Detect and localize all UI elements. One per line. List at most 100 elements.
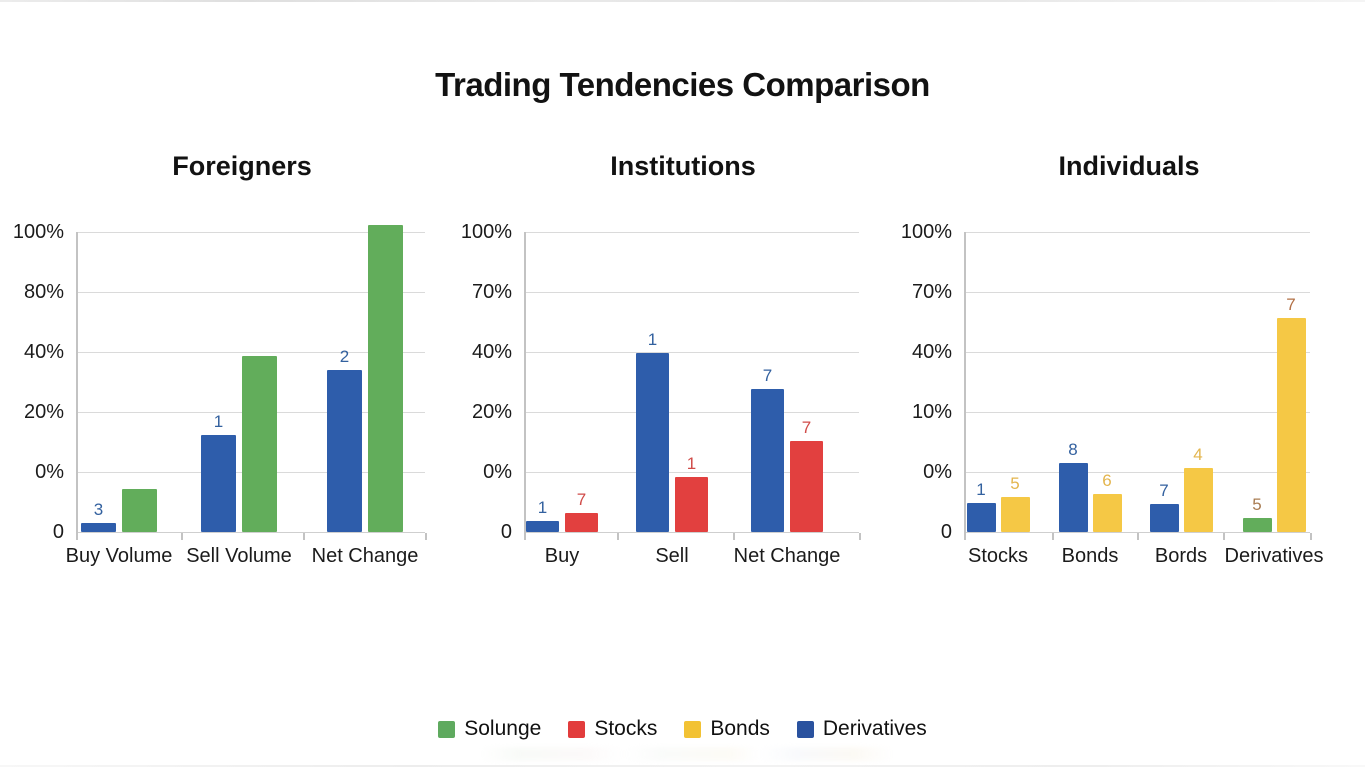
y-axis-tick-label: 40% — [23, 341, 64, 363]
gridline — [524, 412, 859, 413]
x-axis-baseline — [964, 532, 1310, 533]
chart-title-foreigners: Foreigners — [172, 151, 312, 181]
x-axis-category-label: Buy — [544, 545, 580, 567]
x-axis-category-label: Bords — [1154, 545, 1208, 567]
bar-stocks — [565, 513, 598, 532]
x-axis-category-label: Sell Volume — [186, 545, 292, 567]
axis-tick — [1052, 533, 1054, 540]
bar-value-label: 8 — [1068, 440, 1078, 459]
bar-derivatives — [526, 521, 559, 532]
gridline — [524, 472, 859, 473]
bar-value-label: 6 — [1102, 471, 1112, 490]
y-axis-tick-label: 70% — [471, 281, 512, 303]
gridline — [964, 352, 1310, 353]
gridline — [964, 292, 1310, 293]
bar-value-label: 7 — [1286, 295, 1296, 314]
bar-value-label: 5 — [1252, 495, 1262, 514]
y-axis-tick-label: 20% — [23, 401, 64, 423]
bar-value-label: 1 — [686, 454, 697, 473]
legend-color-swatch-icon — [438, 720, 456, 738]
bar-value-label: 4 — [1193, 445, 1203, 464]
axis-tick — [303, 533, 305, 540]
bar-value-label: 5 — [1010, 474, 1020, 493]
bar-bonds — [1276, 318, 1306, 532]
legend-item-solunge: Solunge — [438, 717, 541, 741]
bar-stocks — [675, 477, 708, 532]
y-axis-tick-label: 0 — [940, 521, 952, 543]
chart-title-institutions: Institutions — [610, 151, 756, 181]
y-axis-tick-label: 80% — [23, 281, 64, 303]
y-axis-tick-label: 40% — [911, 341, 952, 363]
bar-value-label: 7 — [801, 418, 812, 437]
legend-label: Stocks — [594, 717, 658, 740]
axis-tick — [76, 533, 78, 540]
gridline — [524, 292, 859, 293]
bar-derivatives — [751, 389, 784, 532]
bar-value-label: 1 — [213, 412, 224, 431]
axis-tick — [524, 533, 526, 540]
x-axis-category-label: Derivatives — [1224, 545, 1324, 567]
legend-label: Solunge — [464, 717, 542, 740]
page-title: Trading Tendencies Comparison — [435, 66, 930, 104]
bar-solunge — [242, 356, 277, 532]
legend-label: Derivatives — [822, 717, 927, 740]
y-axis-tick-label: 100% — [12, 221, 64, 243]
y-axis-tick-label: 40% — [471, 341, 512, 363]
y-axis-tick-label: 0% — [35, 461, 64, 483]
y-axis-line — [964, 232, 966, 539]
legend-item-bonds: Bonds — [684, 717, 770, 741]
gridline — [524, 352, 859, 353]
bar-derivatives — [327, 370, 362, 532]
axis-tick — [1137, 533, 1139, 540]
y-axis-line — [524, 232, 526, 539]
x-axis-category-label: Buy Volume — [65, 545, 173, 567]
gridline — [964, 232, 1310, 233]
bar-value-label: 7 — [762, 366, 773, 385]
y-axis-line — [76, 232, 78, 539]
legend-item-stocks: Stocks — [568, 717, 657, 741]
x-axis-category-label: Sell — [655, 545, 689, 567]
bar-solunge — [122, 489, 157, 532]
bar-derivatives — [966, 503, 996, 532]
legend-color-swatch-icon — [568, 720, 586, 738]
bar-bonds — [1092, 494, 1122, 532]
x-axis-baseline — [524, 532, 859, 533]
bar-derivatives — [1149, 504, 1179, 532]
gridline — [76, 352, 425, 353]
y-axis-tick-label: 0% — [923, 461, 952, 483]
bar-derivatives — [201, 435, 236, 532]
y-axis-tick-label: 20% — [471, 401, 512, 423]
bar-value-label: 3 — [93, 500, 104, 519]
x-axis-category-label: Net Change — [311, 545, 419, 567]
axis-tick — [964, 533, 966, 540]
bar-bonds — [1183, 468, 1213, 532]
bar-solunge — [368, 225, 403, 532]
bottom-ghost-artifact — [480, 747, 960, 761]
gridline — [76, 292, 425, 293]
bar-value-label: 1 — [976, 480, 986, 499]
bar-derivatives — [1058, 463, 1088, 532]
y-axis-tick-label: 70% — [911, 281, 952, 303]
bar-bonds — [1000, 497, 1030, 532]
y-axis-tick-label: 0 — [52, 521, 64, 543]
axis-tick — [859, 533, 861, 540]
gridline — [964, 472, 1310, 473]
bar-value-label: 7 — [576, 490, 587, 509]
gridline — [964, 412, 1310, 413]
axis-tick — [1310, 533, 1312, 540]
axis-tick — [1223, 533, 1225, 540]
legend-label: Bonds — [710, 717, 770, 740]
bar-solunge — [1242, 518, 1272, 532]
legend-item-derivatives: Derivatives — [796, 717, 927, 741]
x-axis-baseline — [76, 532, 425, 533]
bar-value-label: 1 — [647, 330, 658, 349]
axis-tick — [733, 533, 735, 540]
axis-tick — [425, 533, 427, 540]
y-axis-tick-label: 0% — [483, 461, 512, 483]
x-axis-category-label: Stocks — [967, 545, 1029, 567]
x-axis-category-label: Bonds — [1061, 545, 1119, 567]
x-axis-category-label: Net Change — [733, 545, 841, 567]
y-axis-tick-label: 10% — [911, 401, 952, 423]
bar-value-label: 2 — [339, 347, 350, 366]
